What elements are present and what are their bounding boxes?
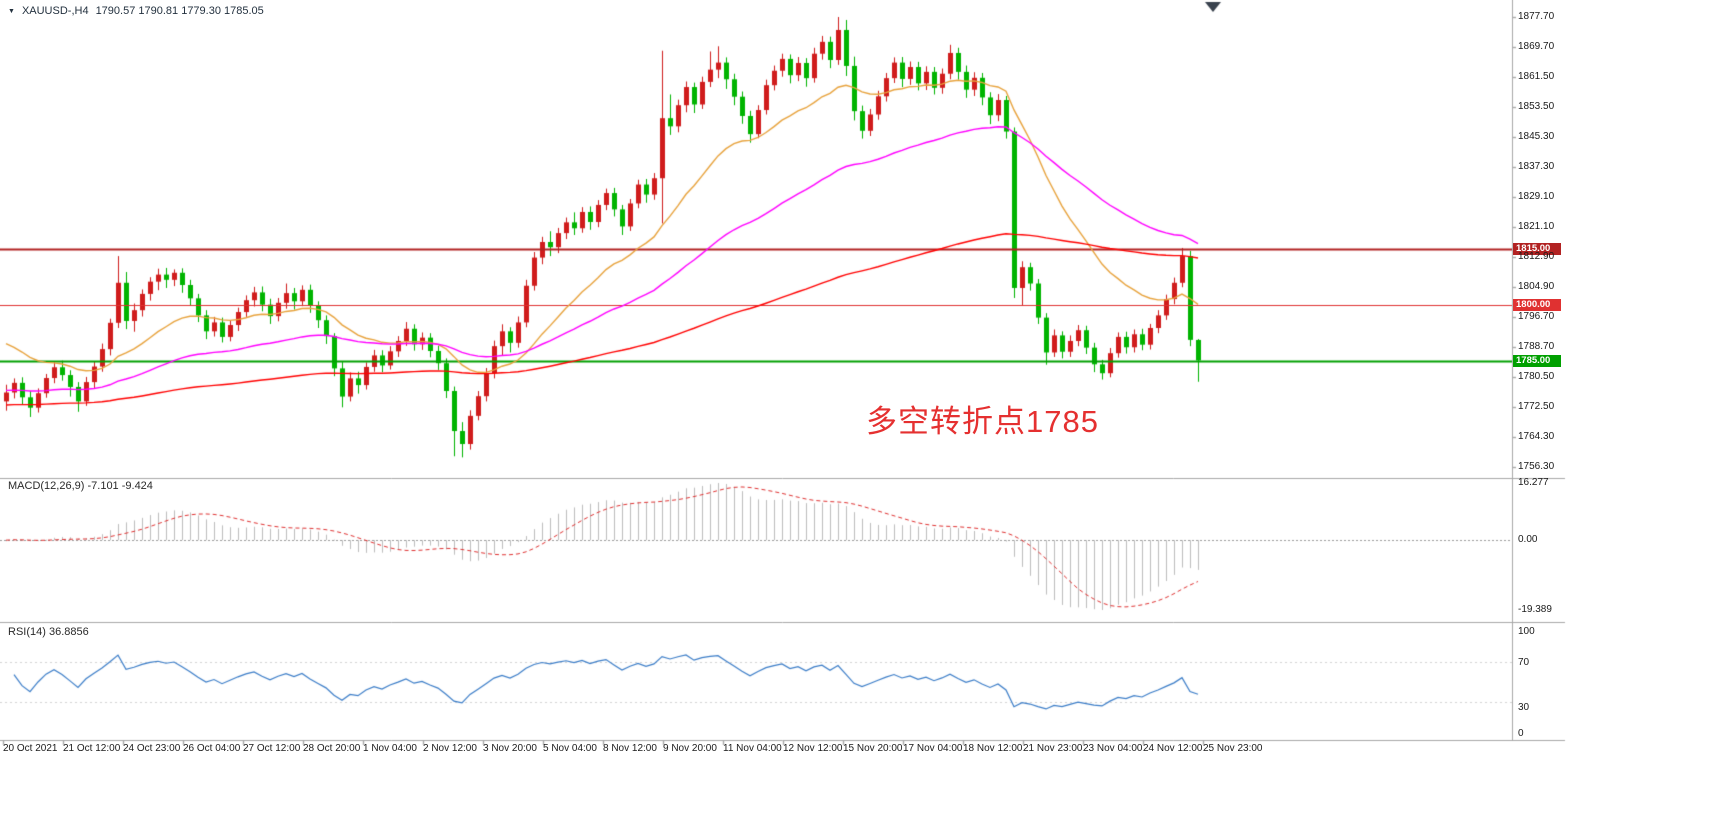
time-axis-label: 20 Oct 2021 bbox=[3, 743, 58, 754]
price-axis-label: 1853.50 bbox=[1518, 100, 1555, 112]
price-axis-label: 1780.50 bbox=[1518, 371, 1555, 383]
macd-axis-max-label: 16.277 bbox=[1518, 477, 1549, 488]
price-axis-label: 1756.30 bbox=[1518, 461, 1555, 472]
price-axis-label: 1837.30 bbox=[1518, 160, 1555, 172]
time-axis-label: 25 Nov 23:00 bbox=[1203, 743, 1263, 754]
time-axis-label: 23 Nov 04:00 bbox=[1083, 743, 1143, 754]
time-axis-label: 8 Nov 12:00 bbox=[603, 743, 657, 754]
price-axis-label: 1788.70 bbox=[1518, 340, 1555, 352]
price-level-tag: 1815.00 bbox=[1513, 243, 1561, 256]
price-axis-label: 1869.70 bbox=[1518, 40, 1555, 52]
chart-title: ▼ XAUUSD-,H4 1790.57 1790.81 1779.30 178… bbox=[8, 5, 264, 17]
price-axis-label: 1845.30 bbox=[1518, 131, 1555, 143]
price-axis-label: 1812.90 bbox=[1518, 251, 1555, 263]
macd-indicator-values: -7.101 -9.424 bbox=[87, 480, 153, 492]
price-axis-label: 1861.50 bbox=[1518, 71, 1555, 83]
time-axis-label: 15 Nov 20:00 bbox=[843, 743, 903, 754]
time-axis-label: 28 Oct 20:00 bbox=[303, 743, 361, 754]
time-axis-label: 9 Nov 20:00 bbox=[663, 743, 717, 754]
price-axis-label: 1821.10 bbox=[1518, 220, 1555, 232]
time-axis-label: 21 Oct 12:00 bbox=[63, 743, 121, 754]
symbol-dropdown-icon: ▼ bbox=[8, 7, 15, 15]
price-level-tag: 1785.00 bbox=[1513, 354, 1561, 367]
price-level-tag: 1800.00 bbox=[1513, 299, 1561, 311]
rsi-axis-label-0: 0 bbox=[1518, 728, 1524, 739]
time-axis-label: 11 Nov 04:00 bbox=[723, 743, 782, 754]
time-axis-label: 1 Nov 04:00 bbox=[363, 743, 417, 754]
annotation-text[interactable]: 多空转折点1785 bbox=[866, 404, 1099, 439]
macd-axis-min-label: -19.389 bbox=[1518, 604, 1552, 615]
price-axis-label: 1804.90 bbox=[1518, 280, 1555, 292]
time-axis-label: 18 Nov 12:00 bbox=[963, 743, 1023, 754]
rsi-indicator-value: 36.8856 bbox=[48, 626, 89, 638]
time-axis-label: 24 Nov 12:00 bbox=[1143, 743, 1203, 754]
time-axis-label: 24 Oct 23:00 bbox=[123, 743, 181, 754]
price-axis-label: 1796.70 bbox=[1518, 311, 1555, 323]
time-axis-label: 12 Nov 12:00 bbox=[783, 743, 843, 754]
time-axis-label: 2 Nov 12:00 bbox=[423, 743, 477, 754]
macd-indicator-label-row: MACD(12,26,9) -7.101 -9.424 bbox=[8, 480, 153, 492]
rsi-indicator-label-row: RSI(14) 36.8856 bbox=[8, 626, 89, 638]
rsi-axis-label-30: 30 bbox=[1518, 702, 1530, 713]
time-axis-label: 21 Nov 23:00 bbox=[1023, 743, 1083, 754]
macd-indicator-label: MACD(12,26,9) bbox=[8, 480, 85, 492]
time-axis-label: 26 Oct 04:00 bbox=[183, 743, 241, 754]
rsi-axis-label-100: 100 bbox=[1518, 626, 1535, 637]
time-axis-label: 3 Nov 20:00 bbox=[483, 743, 537, 754]
time-axis-label: 27 Oct 12:00 bbox=[243, 743, 301, 754]
chart-symbol-timeframe: XAUUSD-,H4 bbox=[21, 5, 89, 17]
price-axis-label: 1764.30 bbox=[1518, 431, 1555, 443]
macd-axis-zero-label: 0.00 bbox=[1518, 534, 1538, 546]
rsi-axis-label-70: 70 bbox=[1518, 657, 1530, 668]
rsi-indicator-label: RSI(14) bbox=[8, 626, 46, 638]
time-axis-label: 17 Nov 04:00 bbox=[903, 743, 963, 754]
price-axis-label: 1829.10 bbox=[1518, 191, 1555, 203]
price-axis-label: 1772.50 bbox=[1518, 400, 1555, 412]
price-axis-label: 1877.70 bbox=[1518, 11, 1555, 22]
chart-ohlc-values: 1790.57 1790.81 1779.30 1785.05 bbox=[95, 5, 264, 17]
time-axis-label: 5 Nov 04:00 bbox=[543, 743, 597, 754]
